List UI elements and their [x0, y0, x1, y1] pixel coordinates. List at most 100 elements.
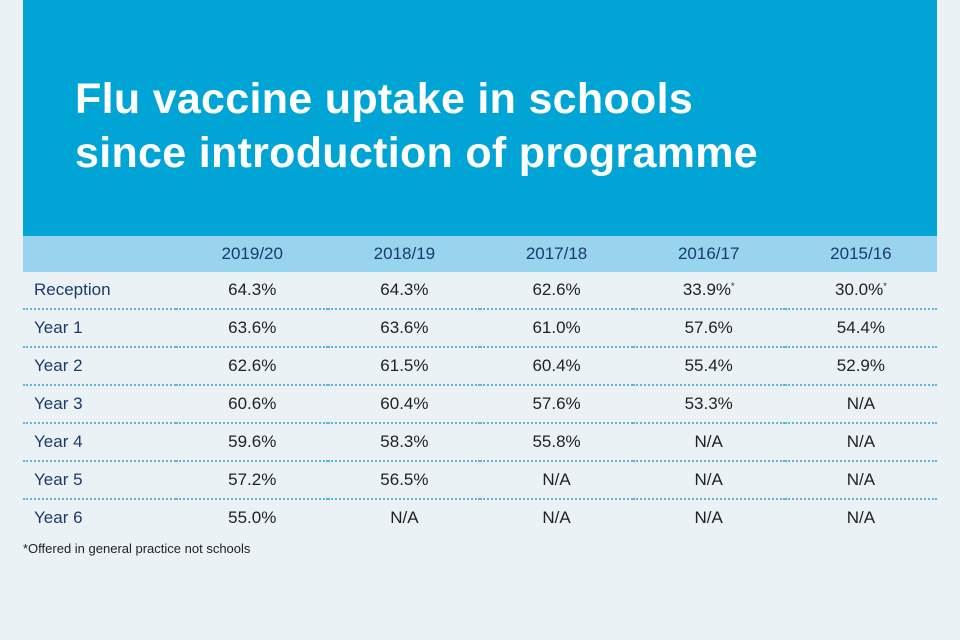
cell-value: N/A	[846, 508, 876, 527]
table-cell: 61.0%	[480, 309, 633, 348]
column-header: 2018/19	[373, 244, 436, 263]
cell-value: 60.6%	[228, 394, 277, 413]
table-cell: 55.0%	[176, 499, 328, 536]
table-cell: N/A	[785, 499, 937, 536]
cell-value: 61.5%	[380, 356, 429, 375]
cell-value: 57.6%	[532, 394, 581, 413]
row-label: Year 3	[23, 385, 177, 424]
table-row: Year 1 63.6% 63.6% 61.0% 57.6% 54.4%	[23, 309, 937, 348]
cell-value: 60.4%	[380, 394, 429, 413]
cell-value: N/A	[542, 470, 571, 489]
table-cell: 53.3%	[632, 385, 785, 424]
table-cell: 57.2%	[176, 461, 329, 500]
table-cell: 60.4%	[480, 347, 633, 386]
table-cell: 63.6%	[328, 309, 481, 348]
table-cell: 52.9%	[784, 347, 937, 386]
table-row: Year 5 57.2% 56.5% N/A N/A N/A	[23, 461, 937, 500]
table-cell: 30.0%*	[784, 272, 937, 310]
table-row: Year 2 62.6% 61.5% 60.4% 55.4% 52.9%	[23, 347, 937, 386]
cell-value: N/A	[694, 508, 723, 527]
cell-value: 30.0%	[835, 280, 884, 299]
table-cell: N/A	[632, 423, 785, 462]
cell-value: N/A	[694, 470, 723, 489]
table-cell: 33.9%*	[632, 272, 785, 310]
footnote-marker: *	[883, 281, 887, 291]
table-cell: N/A	[784, 461, 937, 500]
table-cell: 60.6%	[176, 385, 329, 424]
cell-value: 59.6%	[228, 432, 277, 451]
cell-value: 55.4%	[684, 356, 733, 375]
cell-value: N/A	[694, 432, 723, 451]
chart-title: Flu vaccine uptake in schools since intr…	[75, 72, 758, 180]
chart-title-line-2: since introduction of programme	[75, 129, 759, 177]
table-cell: 64.3%	[328, 272, 481, 310]
table-cell: N/A	[784, 423, 937, 462]
table-cell: 60.4%	[328, 385, 481, 424]
table-cell: N/A	[633, 499, 785, 536]
table-row: Year 3 60.6% 60.4% 57.6% 53.3% N/A	[23, 385, 937, 424]
cell-value: 57.2%	[228, 470, 277, 489]
row-label: Year 6	[34, 508, 83, 527]
table-cell: 64.3%	[176, 272, 329, 310]
cell-value: 54.4%	[836, 318, 885, 337]
cell-value: 63.6%	[228, 318, 277, 337]
table-cell: 54.4%	[784, 309, 937, 348]
table-row: Reception 64.3% 64.3% 62.6% 33.9%* 30.0%*	[23, 272, 937, 310]
cell-value: 55.8%	[532, 432, 581, 451]
footnote: *Offered in general practice not schools	[23, 541, 251, 556]
cell-value: 63.6%	[380, 318, 429, 337]
table-cell: 58.3%	[328, 423, 481, 462]
cell-value: 58.3%	[380, 432, 429, 451]
cell-value: N/A	[846, 394, 876, 413]
table-row: Year 4 59.6% 58.3% 55.8% N/A N/A	[23, 423, 937, 462]
cell-value: N/A	[542, 508, 571, 527]
cell-value: 52.9%	[836, 356, 885, 375]
footnote-marker: *	[731, 281, 735, 291]
column-header: 2019/20	[221, 244, 283, 263]
table-cell: 55.4%	[632, 347, 785, 386]
table-cell: N/A	[480, 499, 632, 536]
row-label: Year 4	[23, 423, 177, 462]
table-cell: 62.6%	[480, 272, 633, 310]
title-banner: Flu vaccine uptake in schools since intr…	[23, 0, 937, 236]
cell-value: 33.9%	[682, 280, 732, 299]
cell-value: 55.0%	[228, 508, 277, 527]
cell-value: 61.0%	[532, 318, 581, 337]
row-label: Reception	[23, 272, 177, 310]
cell-value: 53.3%	[684, 394, 733, 413]
table-cell: 61.5%	[328, 347, 481, 386]
column-header: 2017/18	[525, 244, 588, 263]
row-label: Year 5	[23, 461, 177, 500]
cell-value: N/A	[846, 432, 876, 451]
header-corner	[23, 236, 176, 272]
cell-value: N/A	[390, 508, 419, 527]
cell-value: 62.6%	[532, 280, 581, 299]
table-header-row: 2019/20 2018/19 2017/18 2016/17 2015/16	[23, 236, 937, 272]
column-header: 2016/17	[677, 244, 740, 263]
table-body: Reception 64.3% 64.3% 62.6% 33.9%* 30.0%* Year…	[23, 272, 937, 536]
table-cell: 59.6%	[176, 423, 329, 462]
cell-value: 60.4%	[532, 356, 581, 375]
column-header: 2015/16	[830, 244, 892, 263]
table-cell: 56.5%	[328, 461, 481, 500]
table-cell: 57.6%	[632, 309, 785, 348]
row-label: Year 1	[23, 309, 177, 348]
cell-value: N/A	[846, 470, 876, 489]
table-cell: N/A	[632, 461, 785, 500]
table-cell: N/A	[328, 499, 480, 536]
table-cell: 55.8%	[480, 423, 633, 462]
cell-value: 64.3%	[380, 280, 429, 299]
table-cell: 63.6%	[176, 309, 329, 348]
uptake-table: 2019/20 2018/19 2017/18 2016/17 2015/16 …	[23, 236, 937, 536]
cell-value: 62.6%	[228, 356, 277, 375]
cell-value: 56.5%	[380, 470, 429, 489]
table-cell: N/A	[480, 461, 633, 500]
table-cell: 62.6%	[176, 347, 329, 386]
table-cell: N/A	[784, 385, 937, 424]
table-cell: 57.6%	[480, 385, 633, 424]
chart-title-line-1: Flu vaccine uptake in schools	[75, 75, 694, 123]
cell-value: 57.6%	[684, 318, 733, 337]
table-row: Year 6 55.0% N/A N/A N/A N/A	[23, 499, 937, 536]
row-label: Year 2	[23, 347, 177, 386]
cell-value: 64.3%	[228, 280, 277, 299]
